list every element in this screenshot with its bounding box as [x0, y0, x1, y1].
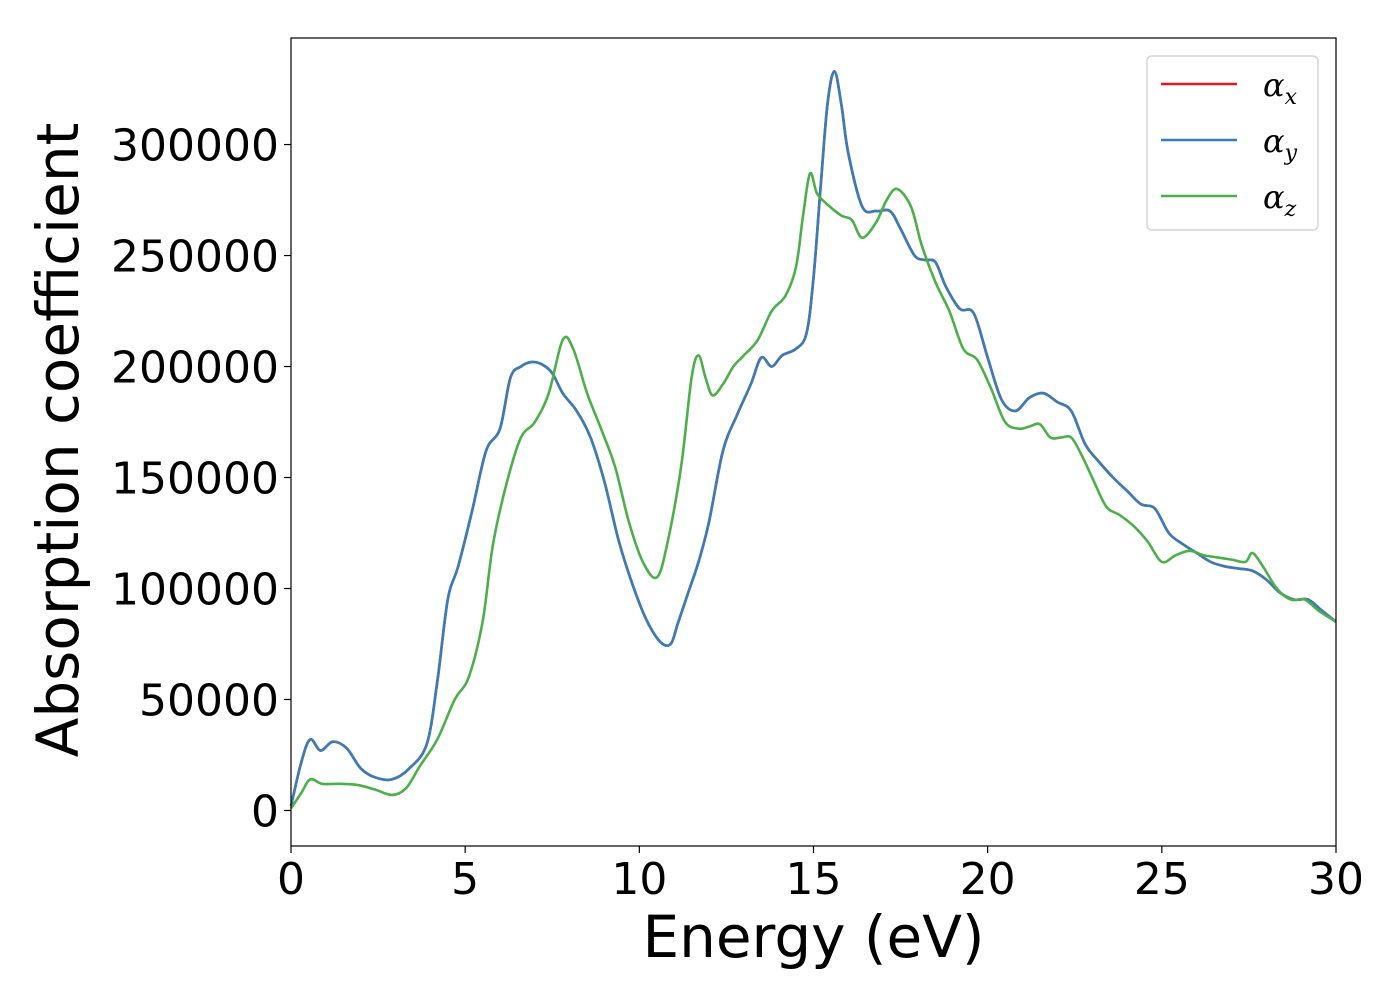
x-axis-title: Energy (eV) — [642, 903, 984, 971]
x-tick-label: 10 — [611, 854, 667, 905]
legend: αx αy αz — [1146, 55, 1319, 231]
y-tick-label: 50000 — [139, 675, 279, 726]
legend-label-x: αx — [1263, 66, 1298, 110]
y-tick-label: 100000 — [111, 565, 279, 616]
series-layer — [289, 70, 1337, 809]
y-axis: 0 50000 100000 150000 200000 250000 300000 — [111, 121, 291, 837]
legend-label-z: αz — [1263, 178, 1297, 222]
x-tick-label: 20 — [960, 854, 1016, 905]
x-tick-label: 25 — [1134, 854, 1190, 905]
y-axis-title: Absorption coefficient — [24, 123, 92, 758]
x-tick-label: 5 — [451, 854, 479, 905]
y-tick-label: 0 — [251, 786, 279, 837]
x-tick-label: 0 — [277, 854, 305, 905]
x-tick-label: 15 — [786, 854, 842, 905]
x-tick-label: 30 — [1308, 854, 1364, 905]
y-tick-label: 300000 — [111, 121, 279, 172]
legend-box — [1146, 55, 1319, 231]
y-tick-label: 150000 — [111, 454, 279, 505]
series-line-z — [289, 171, 1337, 809]
y-tick-label: 200000 — [111, 343, 279, 394]
y-tick-label: 250000 — [111, 232, 279, 283]
legend-label-y: αy — [1263, 122, 1298, 166]
series-line-y — [289, 70, 1337, 807]
x-axis: 0 5 10 15 20 25 30 — [277, 846, 1364, 905]
